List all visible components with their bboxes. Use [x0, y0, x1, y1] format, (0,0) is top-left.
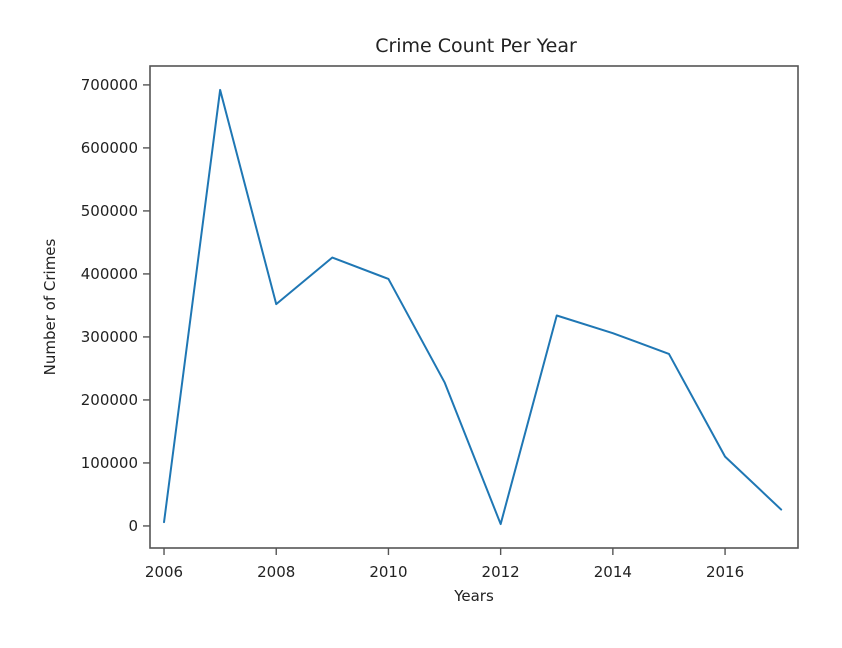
- series-line-0: [163, 88, 783, 526]
- plot-area: 0 100000 200000 300000 400000 500000 600000 700…: [81, 65, 799, 581]
- y-tick-label: 0: [128, 517, 138, 535]
- x-axis-label: Years: [453, 587, 494, 605]
- y-axis-label: Number of Crimes: [41, 238, 59, 375]
- x-tick-label: 2008: [257, 563, 295, 581]
- y-tick-label: 100000: [81, 454, 138, 472]
- x-axis: 2006 2008 2010 2012 2014 2016: [145, 548, 744, 581]
- series-layer: [163, 88, 783, 526]
- y-tick-label: 400000: [81, 265, 138, 283]
- chart-title: Crime Count Per Year: [375, 35, 577, 57]
- x-tick-label: 2014: [594, 563, 632, 581]
- x-tick-label: 2010: [369, 563, 407, 581]
- x-tick-label: 2016: [706, 563, 744, 581]
- x-tick-label: 2012: [482, 563, 520, 581]
- plot-frame: [149, 65, 799, 549]
- y-tick-label: 600000: [81, 139, 138, 157]
- x-tick-label: 2006: [145, 563, 183, 581]
- y-tick-label: 200000: [81, 391, 138, 409]
- y-axis: 0 100000 200000 300000 400000 500000 600000 700…: [81, 76, 150, 535]
- y-tick-label: 500000: [81, 202, 138, 220]
- y-tick-label: 700000: [81, 76, 138, 94]
- y-tick-label: 300000: [81, 328, 138, 346]
